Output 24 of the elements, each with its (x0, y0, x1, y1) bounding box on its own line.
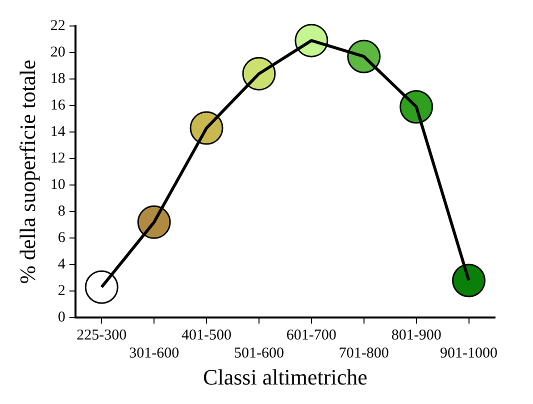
y-tick-label: 18 (50, 70, 66, 87)
y-tick-label: 14 (50, 124, 66, 140)
x-tick-label: 901-1000 (440, 346, 498, 362)
y-tick-label: 10 (50, 176, 66, 193)
y-tick-label: 16 (50, 97, 66, 114)
x-tick-label: 801-900 (391, 328, 442, 344)
y-tick-label: 8 (58, 204, 66, 220)
y-tick-label: 0 (58, 310, 66, 326)
y-axis-title: % della suoperficie totale (14, 60, 40, 284)
x-tick-label: 301-600 (129, 346, 180, 362)
x-tick-label: 701-800 (338, 346, 389, 362)
point (84, 270, 118, 304)
x-tick-label: 501-600 (234, 346, 284, 362)
point (452, 264, 486, 298)
y-tick-label: 22 (50, 18, 66, 34)
y-tick-label: 12 (50, 150, 66, 166)
y-tick-label: 20 (50, 44, 66, 60)
x-axis-title: Classi altimetriche (203, 364, 368, 390)
x-tick-label: 601-700 (286, 328, 336, 344)
y-tick-label: 2 (58, 283, 66, 300)
y-tick-label: 4 (58, 256, 66, 273)
x-tick-label: 225-300 (76, 328, 127, 344)
x-tick-label: 401-500 (182, 328, 232, 344)
y-tick-label: 6 (58, 230, 66, 246)
